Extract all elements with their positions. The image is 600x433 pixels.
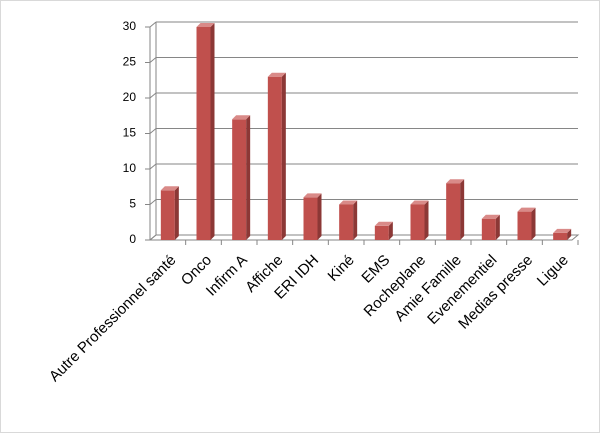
bar-top xyxy=(481,214,500,219)
grid-line-side xyxy=(149,57,157,63)
bar-top xyxy=(374,221,393,226)
bar xyxy=(446,179,465,240)
bar-front xyxy=(339,204,354,240)
bar-front xyxy=(160,190,175,240)
bar-top xyxy=(160,186,179,191)
bar xyxy=(553,228,572,240)
bar-side xyxy=(460,179,465,240)
bar xyxy=(267,72,286,240)
bar-front xyxy=(374,225,389,240)
bar-side xyxy=(353,200,358,240)
bar xyxy=(481,214,500,240)
bar xyxy=(339,200,358,240)
bar-side xyxy=(281,72,286,240)
bar-front xyxy=(303,197,318,240)
y-tick-label: 0 xyxy=(129,232,136,246)
bar xyxy=(410,200,429,240)
y-tick-label: 30 xyxy=(123,19,137,33)
bar-side xyxy=(531,207,536,240)
bar-top xyxy=(517,207,536,212)
grid-line-side xyxy=(149,21,157,28)
y-tick-label: 15 xyxy=(123,126,137,140)
grid-line-side xyxy=(149,92,157,99)
bar-top xyxy=(446,179,465,184)
bar-side xyxy=(388,221,393,240)
bar-front xyxy=(517,211,532,240)
bar xyxy=(232,115,251,240)
bar-front xyxy=(446,183,461,240)
bar xyxy=(374,221,393,240)
bar-front xyxy=(232,119,247,240)
bar-side xyxy=(567,228,572,240)
bar-front xyxy=(410,204,425,240)
bar-side xyxy=(424,200,429,240)
bar-side xyxy=(246,115,251,240)
bar xyxy=(160,186,179,240)
bar-top xyxy=(303,193,322,198)
bar-side xyxy=(495,214,500,240)
bar-top xyxy=(196,23,215,27)
bar-top xyxy=(339,200,358,205)
bar-side xyxy=(174,186,179,240)
bar-front xyxy=(267,76,282,240)
bar-front xyxy=(553,232,568,240)
bar-side xyxy=(317,193,322,240)
bar-front xyxy=(481,218,496,240)
grid-line-side xyxy=(149,128,157,134)
bar-top xyxy=(553,228,572,233)
bar-top xyxy=(267,72,286,77)
grid-line-side xyxy=(149,163,157,170)
grid-line-side xyxy=(149,199,157,205)
y-tick-label: 5 xyxy=(129,197,136,211)
bar-front xyxy=(196,27,211,240)
y-tick-label: 25 xyxy=(123,55,137,69)
bar xyxy=(196,23,215,240)
bar-top xyxy=(232,115,251,120)
y-tick-label: 10 xyxy=(123,161,137,175)
bar-top xyxy=(410,200,429,205)
bar xyxy=(303,193,322,240)
y-tick-label: 20 xyxy=(123,90,137,104)
bar xyxy=(517,207,536,240)
bar-side xyxy=(210,23,215,240)
